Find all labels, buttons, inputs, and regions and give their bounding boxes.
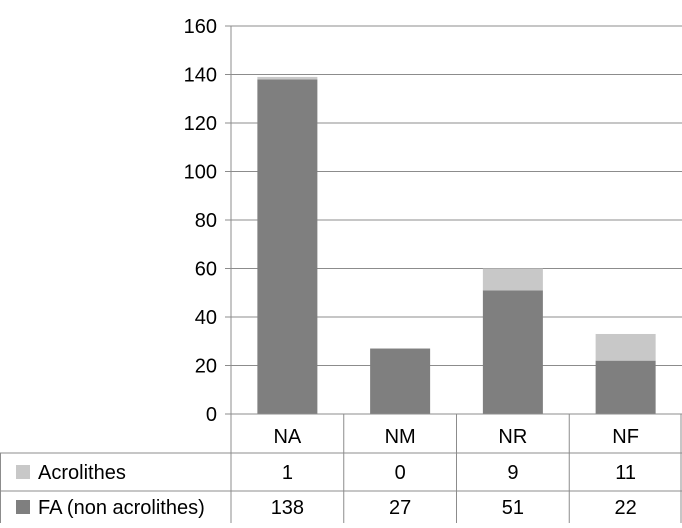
bar-segment-acrolithes-na [257, 76, 318, 80]
table-value: 1 [282, 462, 293, 484]
category-label: NM [385, 426, 416, 448]
bar-segment-fa-nf [595, 360, 656, 414]
y-tick-label: 0 [206, 404, 217, 426]
y-tick-label: 140 [184, 65, 217, 87]
y-axis: 0 20 40 60 80 100 120 140 160 [184, 16, 232, 426]
table-value: 11 [615, 462, 636, 484]
series-name: FA (non acrolithes) [38, 497, 205, 519]
y-tick-label: 60 [195, 259, 217, 281]
table-value: 51 [502, 497, 524, 519]
y-tick-label: 120 [184, 113, 217, 135]
data-table: NA NM NR NF Acrolithes 1 0 9 11 FA (non acrolithe… [0, 413, 682, 523]
y-tick-label: 80 [195, 210, 217, 232]
bar-segment-fa-nr [482, 290, 543, 414]
bars [257, 76, 656, 414]
table-value: 138 [271, 497, 304, 519]
category-label: NA [273, 426, 301, 448]
category-label: NF [612, 426, 639, 448]
bar-segment-fa-nm [370, 348, 431, 414]
legend-swatch [16, 465, 30, 479]
bar-segment-acrolithes-nf [595, 333, 656, 361]
y-tick-label: 160 [184, 16, 217, 38]
category-label: NR [498, 426, 527, 448]
table-value: 27 [389, 497, 411, 519]
bar-segment-acrolithes-nr [482, 268, 543, 291]
bar-segment-fa-na [257, 79, 318, 414]
table-value: 22 [615, 497, 637, 519]
table-value: 9 [507, 462, 518, 484]
y-tick-label: 40 [195, 307, 217, 329]
table-value: 0 [395, 462, 406, 484]
y-tick-label: 100 [184, 162, 217, 184]
y-tick-label: 20 [195, 356, 217, 378]
legend-swatch [16, 500, 30, 514]
series-name: Acrolithes [38, 462, 126, 484]
